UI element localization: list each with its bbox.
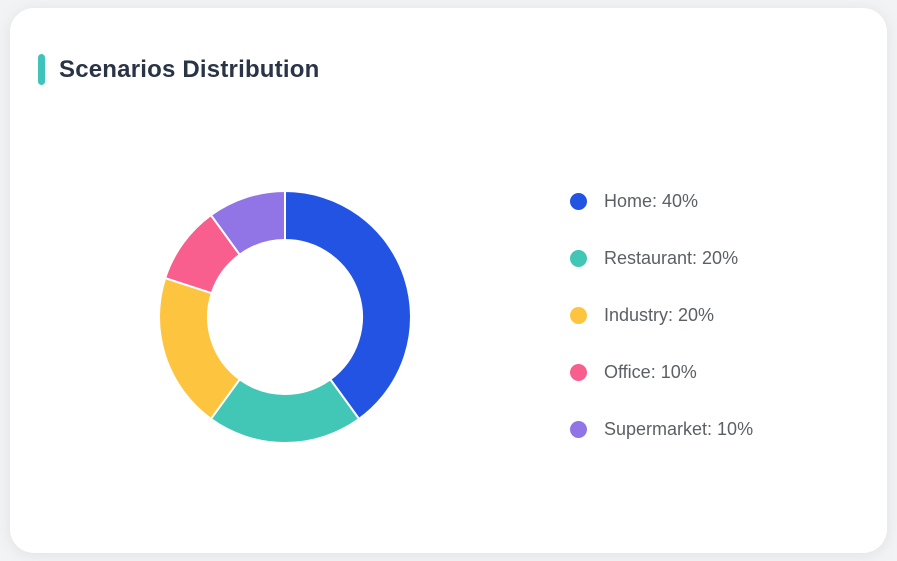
legend-item-home[interactable]: Home: 40%	[570, 189, 753, 213]
legend-item-supermarket[interactable]: Supermarket: 10%	[570, 417, 753, 441]
legend-item-industry[interactable]: Industry: 20%	[570, 303, 753, 327]
legend-marker-supermarket	[570, 420, 587, 438]
donut-chart[interactable]	[153, 185, 417, 449]
donut-slice-supermarket[interactable]	[209, 190, 286, 256]
legend-item-restaurant[interactable]: Restaurant: 20%	[570, 246, 753, 270]
legend-marker-industry	[570, 306, 587, 324]
title-accent-bar	[38, 54, 45, 85]
card-header: Scenarios Distribution	[38, 54, 319, 85]
legend-label-home: Home: 40%	[604, 190, 699, 211]
card-title: Scenarios Distribution	[59, 55, 320, 83]
donut-slice-home[interactable]	[284, 190, 412, 420]
scenarios-distribution-card: Scenarios Distribution Home: 40% Restaura…	[10, 8, 887, 553]
chart-legend: Home: 40% Restaurant: 20% Industry: 20% Off…	[570, 189, 753, 441]
legend-label-restaurant: Restaurant: 20%	[604, 247, 739, 268]
legend-marker-restaurant	[570, 249, 587, 267]
legend-marker-office	[570, 363, 587, 381]
legend-item-office[interactable]: Office: 10%	[570, 360, 753, 384]
legend-label-office: Office: 10%	[604, 361, 697, 382]
legend-label-industry: Industry: 20%	[604, 304, 715, 325]
legend-marker-home	[570, 192, 587, 210]
legend-label-supermarket: Supermarket: 10%	[604, 418, 754, 439]
